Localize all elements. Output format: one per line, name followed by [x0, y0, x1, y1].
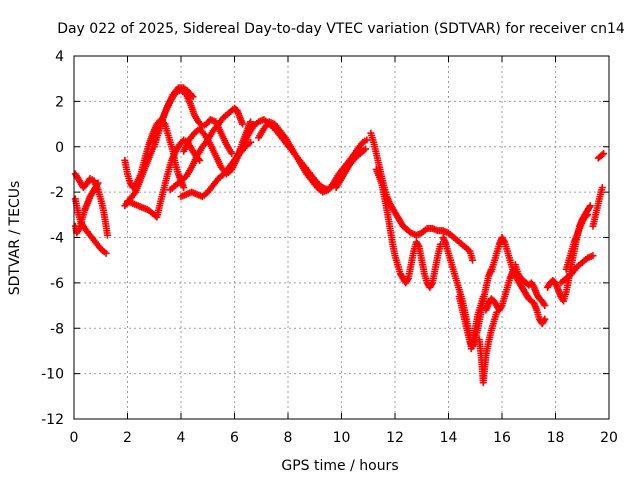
y-tick-label: -6 — [50, 276, 64, 292]
series-arc-15 — [372, 165, 444, 291]
series-arc-23 — [557, 252, 597, 287]
x-tick-label: 8 — [284, 430, 293, 446]
data-points — [71, 84, 608, 387]
x-tick-label: 20 — [600, 430, 618, 446]
x-tick-label: 14 — [440, 430, 458, 446]
series-arc-26 — [594, 150, 608, 162]
y-tick-label: 2 — [55, 94, 64, 110]
x-tick-label: 4 — [177, 430, 186, 446]
y-tick-label: -8 — [50, 321, 64, 337]
y-tick-label: 4 — [55, 49, 64, 65]
series-arc-21 — [511, 261, 549, 310]
x-tick-label: 6 — [230, 430, 239, 446]
x-axis-label: GPS time / hours — [281, 458, 398, 474]
series-arc-11 — [228, 116, 370, 194]
series-arc-3 — [71, 179, 102, 237]
series-arc-13 — [332, 136, 371, 192]
x-tick-label: 2 — [123, 430, 132, 446]
y-axis-label: SDTVAR / TECUs — [7, 181, 23, 296]
series-arc-19 — [482, 268, 517, 314]
y-tick-label: -4 — [50, 231, 64, 247]
series-arc-18 — [475, 308, 501, 387]
plot-frame — [73, 55, 610, 420]
x-tick-label: 18 — [547, 430, 565, 446]
y-tick-label: 0 — [55, 140, 64, 156]
y-tick-label: -2 — [50, 185, 64, 201]
grid-lines — [74, 56, 609, 419]
series-arc-17 — [455, 265, 495, 350]
series-arc-7 — [124, 136, 204, 221]
x-tick-label: 12 — [386, 430, 404, 446]
chart-title: Day 022 of 2025, Sidereal Day-to-day VTE… — [57, 21, 625, 37]
y-tick-label: -12 — [41, 412, 64, 428]
series-arc-25 — [589, 184, 606, 230]
series-arc-24 — [562, 211, 592, 273]
series-arc-1 — [71, 170, 111, 239]
series-arc-12 — [255, 118, 364, 196]
x-tick-label: 10 — [333, 430, 351, 446]
y-tick-label: -10 — [41, 367, 64, 383]
x-tick-label: 0 — [70, 430, 79, 446]
axis-ticks: 0 2 4 6 8 10 12 14 16 18 20 -12 -10 -8 -6 -4 -2 0 2 4 — [41, 49, 618, 446]
x-tick-label: 16 — [493, 430, 511, 446]
